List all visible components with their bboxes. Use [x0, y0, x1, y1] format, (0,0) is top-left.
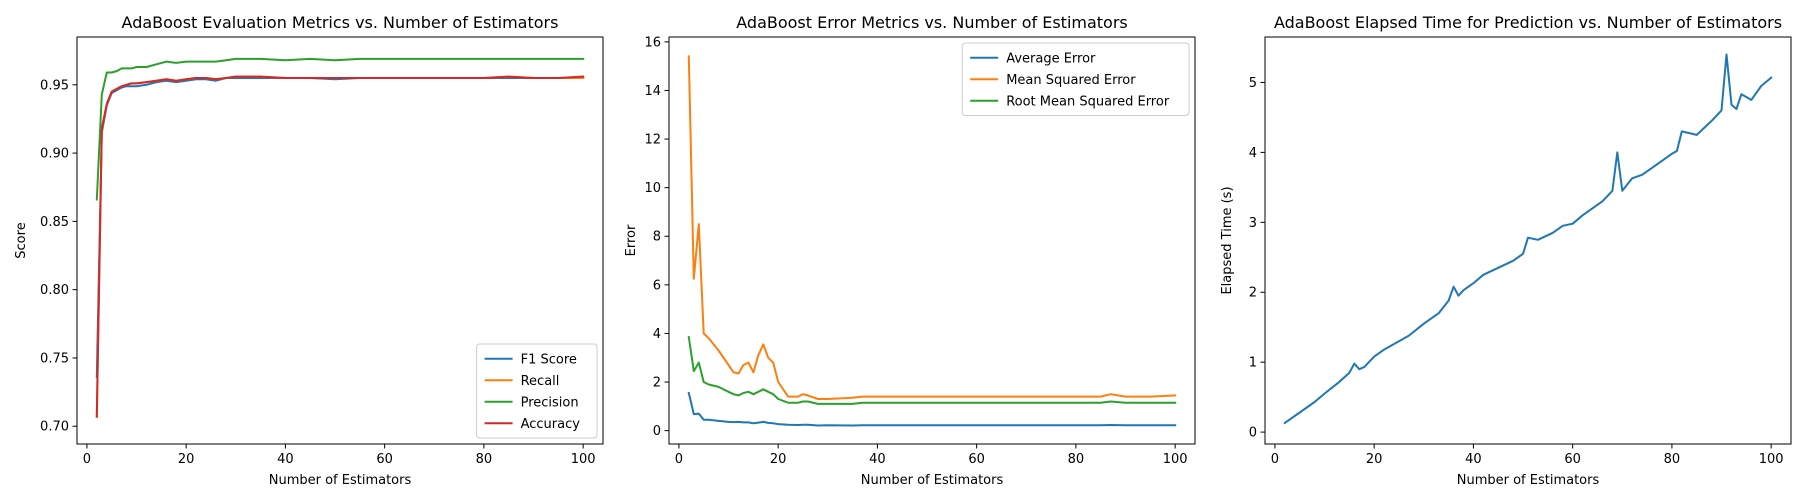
x-tick-label: 100 — [1759, 452, 1784, 467]
x-tick-label: 20 — [178, 452, 195, 467]
y-tick-label: 0 — [1249, 426, 1257, 441]
y-tick-label: 1 — [1249, 356, 1257, 371]
y-tick-label: 0.70 — [40, 420, 69, 435]
legend-label: Mean Squared Error — [1006, 73, 1136, 88]
y-tick-label: 8 — [653, 230, 661, 245]
x-axis-label: Number of Estimators — [861, 473, 1004, 488]
x-tick-label: 40 — [869, 452, 886, 467]
y-tick-label: 0.90 — [40, 147, 69, 162]
legend-label: Precision — [521, 395, 579, 410]
x-axis-label: Number of Estimators — [269, 473, 412, 488]
y-axis-label: Error — [624, 224, 639, 256]
legend-box — [961, 42, 1190, 116]
x-tick-label: 80 — [1664, 452, 1681, 467]
panel-elapsed-time: AdaBoost Elapsed Time for Prediction vs.… — [1220, 13, 1792, 488]
y-tick-label: 0.95 — [40, 78, 69, 93]
x-axis-label: Number of Estimators — [1457, 473, 1600, 488]
legend-label: F1 Score — [521, 352, 577, 367]
y-tick-label: 2 — [653, 376, 661, 391]
x-tick-label: 80 — [1068, 452, 1085, 467]
x-tick-label: 60 — [376, 452, 393, 467]
x-tick-label: 100 — [571, 452, 596, 467]
x-tick-label: 0 — [675, 452, 683, 467]
x-tick-label: 40 — [1465, 452, 1482, 467]
y-tick-label: 10 — [644, 181, 661, 196]
series-group — [95, 57, 585, 418]
x-tick-label: 60 — [968, 452, 985, 467]
x-tick-label: 100 — [1163, 452, 1188, 467]
y-tick-label: 16 — [644, 35, 661, 50]
panel-error-metrics: AdaBoost Error Metrics vs. Number of Est… — [624, 13, 1196, 488]
legend-label: Average Error — [1006, 51, 1096, 66]
axes-frame — [1264, 36, 1792, 445]
legend-label: Recall — [521, 374, 560, 389]
x-tick-label: 0 — [83, 452, 91, 467]
y-tick-label: 0.80 — [40, 283, 69, 298]
series-line-precision — [95, 57, 585, 201]
axes-frame — [76, 36, 604, 445]
panel-title: AdaBoost Evaluation Metrics vs. Number o… — [122, 13, 559, 32]
series-group — [1283, 53, 1773, 425]
x-tick-label: 20 — [1366, 452, 1383, 467]
y-tick-label: 4 — [653, 327, 661, 342]
series-line-average-error — [687, 391, 1177, 427]
series-line-elapsed-time — [1283, 53, 1773, 425]
y-axis-label: Elapsed Time (s) — [1220, 186, 1235, 294]
y-tick-label: 12 — [644, 133, 661, 148]
legend-label: Accuracy — [521, 417, 581, 432]
y-axis-label: Score — [14, 222, 29, 258]
series-line-root-mean-squared-error — [687, 335, 1177, 405]
series-line-mean-squared-error — [687, 55, 1177, 400]
series-line-accuracy — [95, 75, 585, 418]
y-tick-label: 4 — [1249, 146, 1257, 161]
y-tick-label: 0 — [653, 424, 661, 439]
legend: F1 Score Recall Precision Accuracy — [476, 343, 598, 439]
panel-evaluation-metrics: AdaBoost Evaluation Metrics vs. Number o… — [14, 13, 604, 488]
x-tick-label: 40 — [277, 452, 294, 467]
x-tick-label: 60 — [1564, 452, 1581, 467]
y-tick-label: 6 — [653, 278, 661, 293]
y-tick-label: 3 — [1249, 216, 1257, 231]
y-tick-label: 0.85 — [40, 215, 69, 230]
y-tick-label: 14 — [644, 84, 661, 99]
panel-title: AdaBoost Error Metrics vs. Number of Est… — [736, 13, 1128, 32]
y-tick-label: 5 — [1249, 76, 1257, 91]
legend: Average Error Mean Squared Error Root Mean… — [961, 42, 1190, 116]
legend-label: Root Mean Squared Error — [1006, 94, 1170, 109]
panel-title: AdaBoost Elapsed Time for Prediction vs.… — [1274, 13, 1782, 32]
x-tick-label: 80 — [476, 452, 493, 467]
series-group — [687, 55, 1177, 427]
y-tick-label: 0.75 — [40, 351, 69, 366]
axes-frame — [668, 36, 1196, 445]
y-tick-label: 2 — [1249, 286, 1257, 301]
x-tick-label: 0 — [1271, 452, 1279, 467]
x-tick-label: 20 — [770, 452, 787, 467]
legend-box — [476, 343, 598, 439]
